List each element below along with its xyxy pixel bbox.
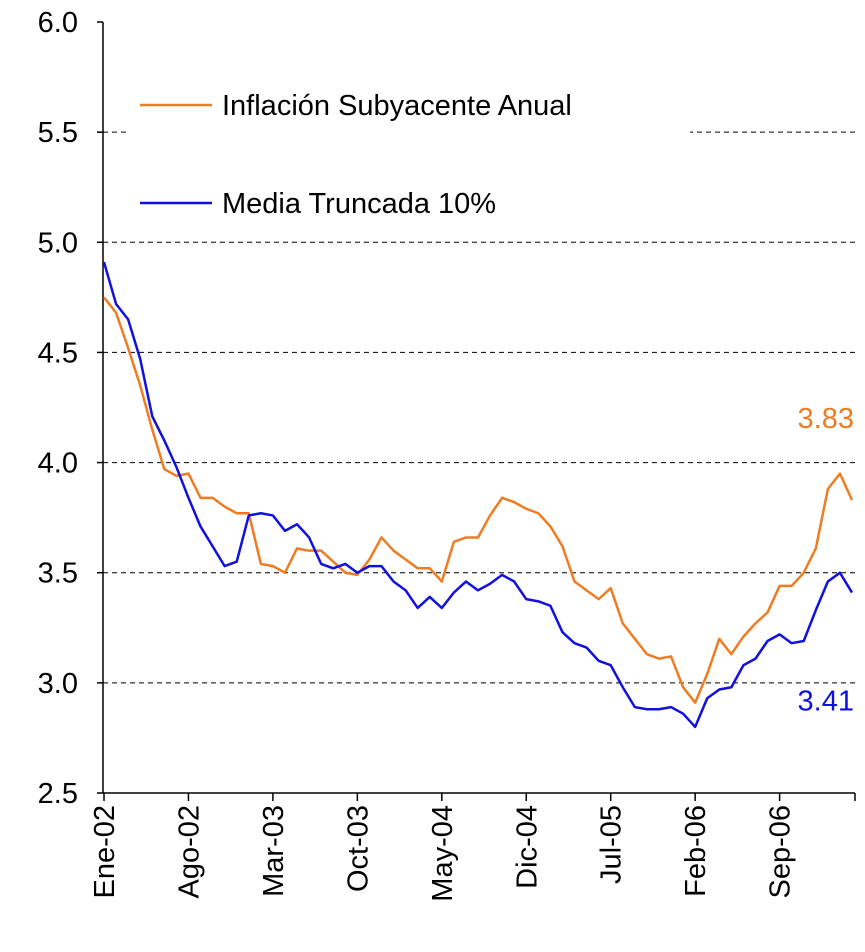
y-tick-label: 5.0: [38, 227, 78, 259]
y-tick-label: 4.5: [38, 337, 78, 369]
x-tick-label: Feb-06: [680, 805, 712, 897]
x-tick-label: Ago-02: [173, 805, 205, 899]
line-series: [103, 296, 854, 704]
legend-label: Media Truncada 10%: [222, 188, 496, 220]
x-tick-label: Sep-06: [765, 805, 797, 899]
x-tick-label: Ene-02: [89, 805, 121, 899]
x-tick-label: Jul-05: [596, 805, 628, 884]
x-tick-label: Oct-03: [342, 805, 374, 892]
legend-box: [130, 75, 690, 225]
x-tick-label: May-04: [427, 805, 459, 902]
y-tick-label: 3.5: [38, 558, 78, 590]
x-tick-label: Mar-03: [258, 805, 290, 897]
y-tick-label: 2.5: [38, 778, 78, 810]
y-tick-label: 4.0: [38, 448, 78, 480]
y-tick-label: 6.0: [38, 7, 78, 39]
line-series: [102, 261, 854, 729]
data-label: 3.83: [798, 403, 854, 435]
y-tick-label: 5.5: [38, 117, 78, 149]
legend-label: Inflación Subyacente Anual: [222, 90, 572, 122]
x-tick-label: Dic-04: [511, 805, 543, 889]
data-label: 3.41: [798, 686, 854, 718]
y-tick-label: 3.0: [38, 668, 78, 700]
